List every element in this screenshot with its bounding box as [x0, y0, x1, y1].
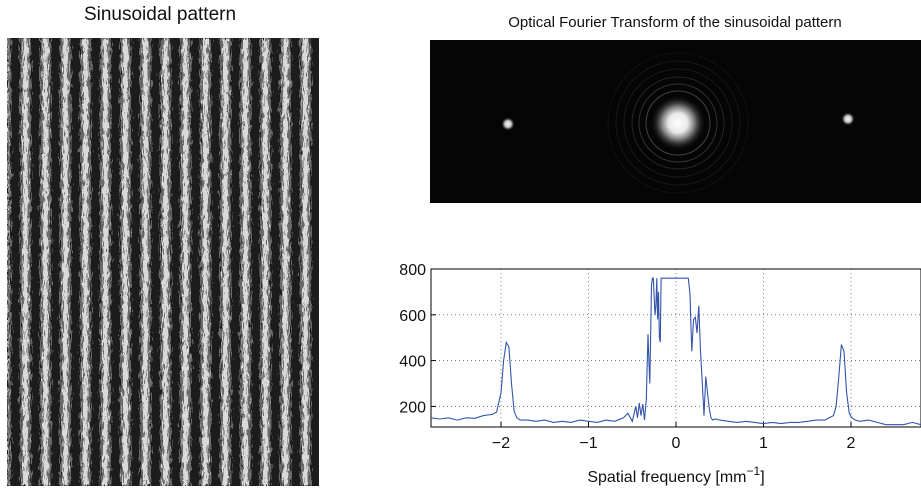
pattern-title: Sinusoidal pattern [83, 4, 237, 25]
y-tick-label: 800 [399, 262, 426, 279]
x-tick-label: −1 [579, 435, 597, 452]
plot-ticks [431, 268, 852, 427]
y-tick-label: 400 [399, 354, 426, 371]
x-tick-label: −2 [492, 435, 510, 452]
x-tick-label: 0 [672, 435, 681, 452]
y-tick-label: 600 [399, 308, 426, 325]
x-tick-label: 1 [759, 435, 768, 452]
x-axis-label: Spatial frequency [mm−1] [587, 464, 764, 486]
fourier-transform-image [430, 40, 921, 203]
x-tick-label: 2 [847, 435, 856, 452]
series-line [430, 277, 921, 426]
fourier-title: Optical Fourier Transform of the sinusoi… [508, 14, 842, 31]
x-axis-label-suffix: ] [760, 469, 764, 486]
sinusoidal-pattern-image [7, 38, 319, 486]
x-axis-label-superscript: −1 [747, 464, 761, 478]
x-axis-label-text: Spatial frequency [mm [587, 469, 746, 486]
y-tick-label: 200 [399, 399, 426, 416]
